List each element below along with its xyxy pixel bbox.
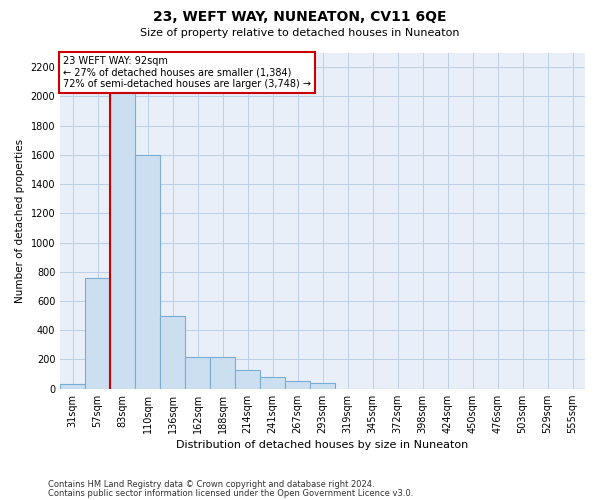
- Bar: [310, 383, 335, 388]
- Text: Contains HM Land Registry data © Crown copyright and database right 2024.: Contains HM Land Registry data © Crown c…: [48, 480, 374, 489]
- X-axis label: Distribution of detached houses by size in Nuneaton: Distribution of detached houses by size …: [176, 440, 469, 450]
- Text: 23 WEFT WAY: 92sqm
← 27% of detached houses are smaller (1,384)
72% of semi-deta: 23 WEFT WAY: 92sqm ← 27% of detached hou…: [63, 56, 311, 89]
- Bar: [160, 316, 185, 388]
- Bar: [110, 89, 135, 388]
- Y-axis label: Number of detached properties: Number of detached properties: [15, 138, 25, 302]
- Bar: [60, 384, 85, 388]
- Bar: [210, 356, 235, 388]
- Bar: [235, 370, 260, 388]
- Bar: [85, 278, 110, 388]
- Text: Size of property relative to detached houses in Nuneaton: Size of property relative to detached ho…: [140, 28, 460, 38]
- Bar: [285, 380, 310, 388]
- Bar: [135, 155, 160, 388]
- Text: 23, WEFT WAY, NUNEATON, CV11 6QE: 23, WEFT WAY, NUNEATON, CV11 6QE: [153, 10, 447, 24]
- Bar: [185, 356, 210, 388]
- Bar: [260, 377, 285, 388]
- Text: Contains public sector information licensed under the Open Government Licence v3: Contains public sector information licen…: [48, 488, 413, 498]
